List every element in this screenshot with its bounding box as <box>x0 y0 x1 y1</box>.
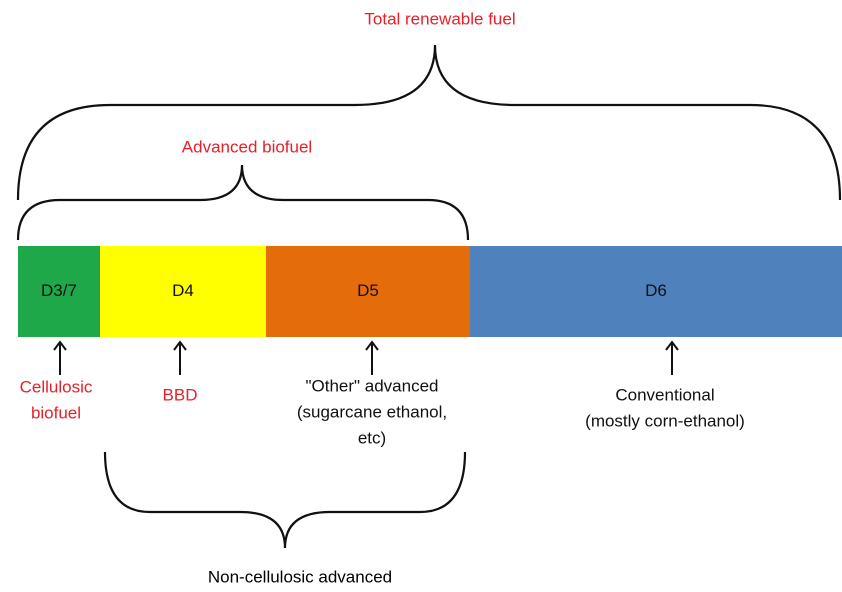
non-cellulosic-brace <box>103 451 467 549</box>
description-line: (mostly corn-ethanol) <box>585 411 745 430</box>
description-line: Conventional <box>615 385 714 404</box>
segment <box>266 246 470 337</box>
total-label: Total renewable fuel <box>364 9 515 28</box>
description-line: (sugarcane ethanol, <box>297 402 447 421</box>
description-line: biofuel <box>31 403 81 422</box>
advanced-label: Advanced biofuel <box>182 137 312 156</box>
description-line: "Other" advanced <box>305 376 438 395</box>
arrow <box>53 340 67 375</box>
segment <box>470 246 842 337</box>
description-line: etc) <box>358 428 386 447</box>
segment <box>100 246 266 337</box>
segment-label: D5 <box>357 281 379 300</box>
non-cellulosic-label: Non-cellulosic advanced <box>208 567 392 586</box>
segment-label: D3/7 <box>41 281 77 300</box>
arrow <box>173 340 187 375</box>
arrow <box>365 340 379 375</box>
total-brace <box>16 44 842 201</box>
description-line: BBD <box>163 385 198 404</box>
segment-label: D4 <box>172 281 194 300</box>
advanced-brace <box>16 164 470 241</box>
description-line: Cellulosic <box>20 377 93 396</box>
arrow <box>665 340 679 375</box>
segment <box>18 246 100 337</box>
segment-label: D6 <box>645 281 667 300</box>
